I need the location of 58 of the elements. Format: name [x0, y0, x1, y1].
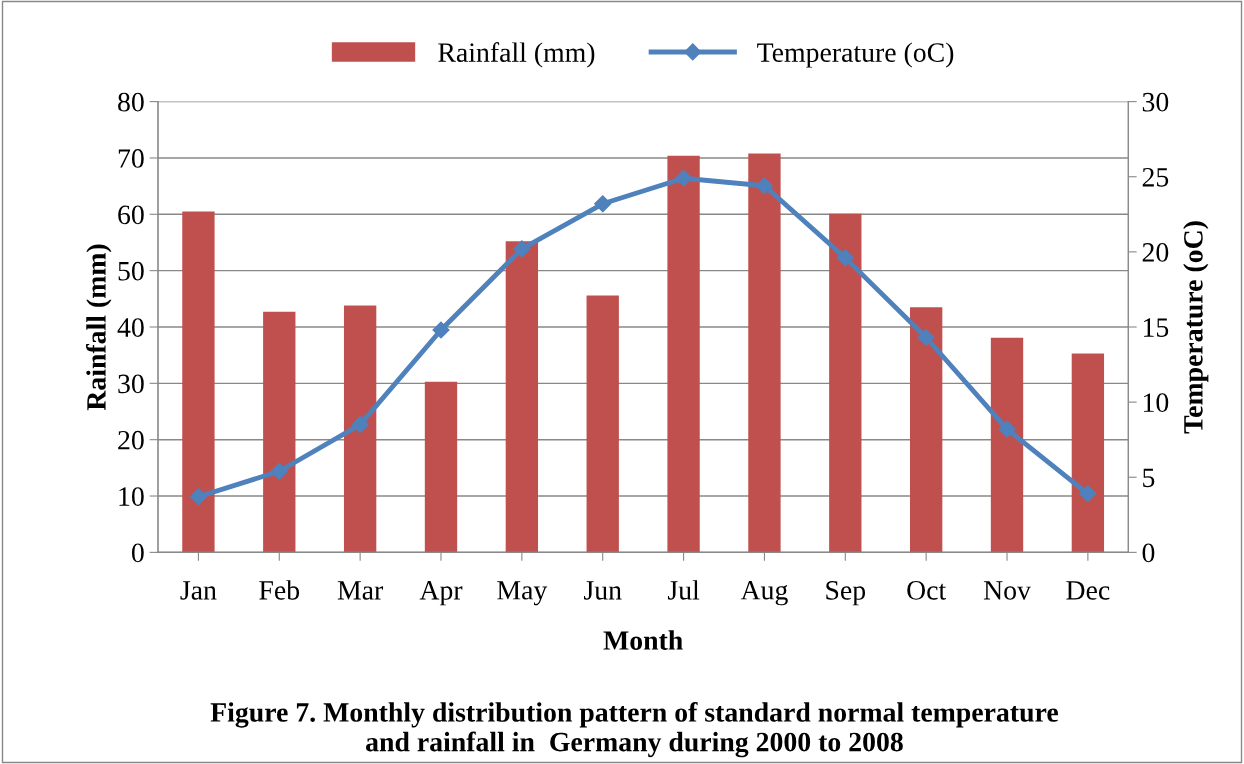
- point: [675, 169, 693, 187]
- bar: [829, 213, 862, 553]
- y2-tick-label: 15: [1143, 318, 1169, 337]
- point: [755, 177, 773, 195]
- x-tick-label: Oct: [907, 581, 947, 600]
- x-tick-label: Jul: [667, 580, 700, 600]
- x-tick-label: Aug: [740, 581, 788, 606]
- x-tick-label: Jan: [180, 581, 217, 600]
- x-tick-label: May: [497, 581, 548, 606]
- text: Figure 7. Monthly distribution pattern of standard normal temperature and rainfall in Germany during 2000 to 2008: [210, 701, 1058, 758]
- y2-tick-label: 30: [1142, 92, 1169, 112]
- point: [1079, 485, 1097, 503]
- point: [513, 240, 531, 258]
- point: [432, 321, 450, 339]
- bar: [182, 211, 215, 553]
- y-tick-label: 40: [117, 318, 144, 337]
- y2-axis-title: Temperature (oC): [1183, 221, 1209, 434]
- bar: [343, 305, 377, 553]
- y2-tick-label: 0: [1142, 543, 1155, 563]
- point: [270, 462, 288, 480]
- y2-tick-label: 10: [1143, 393, 1169, 413]
- y2-tick-label: 20: [1142, 243, 1169, 262]
- y-tick-label: 20: [118, 430, 144, 450]
- x-tick-label: Nov: [983, 581, 1031, 600]
- bar: [748, 153, 781, 553]
- y-tick-label: 30: [118, 374, 144, 394]
- y-tick-label: 0: [131, 543, 144, 563]
- y2-tick-label: 25: [1142, 167, 1169, 187]
- point: [189, 488, 207, 506]
- legend-label: Rainfall (mm): [438, 42, 595, 68]
- bar: [909, 307, 943, 553]
- point: [594, 195, 612, 213]
- bar: [667, 155, 700, 553]
- bar: [586, 295, 619, 553]
- y-tick-label: 80: [118, 92, 144, 112]
- point: [998, 420, 1016, 438]
- bar: [990, 337, 1024, 553]
- x-tick-label: Feb: [259, 580, 300, 600]
- legend-label: Temperature (oC): [757, 42, 954, 68]
- bar: [263, 311, 296, 553]
- bar: [1071, 353, 1105, 553]
- bar: [424, 381, 458, 553]
- y-tick-label: 10: [119, 487, 144, 506]
- y-tick-label: 70: [118, 149, 144, 168]
- point: [917, 328, 935, 347]
- y-axis-title: Rainfall (mm): [85, 244, 112, 411]
- x-tick-label: Dec: [1066, 581, 1110, 600]
- y-tick-label: 50: [118, 261, 144, 281]
- bar: [505, 241, 539, 553]
- x-tick-label: Jun: [584, 581, 622, 600]
- x-tick-label: Mar: [337, 581, 384, 600]
- point: [836, 249, 854, 267]
- x-tick-label: Apr: [419, 581, 463, 606]
- x-axis-title: Month: [603, 630, 683, 650]
- point: [351, 416, 369, 434]
- x-tick-label: Sep: [826, 581, 866, 606]
- y-tick-label: 60: [118, 205, 144, 225]
- y2-tick-label: 5: [1143, 468, 1155, 488]
